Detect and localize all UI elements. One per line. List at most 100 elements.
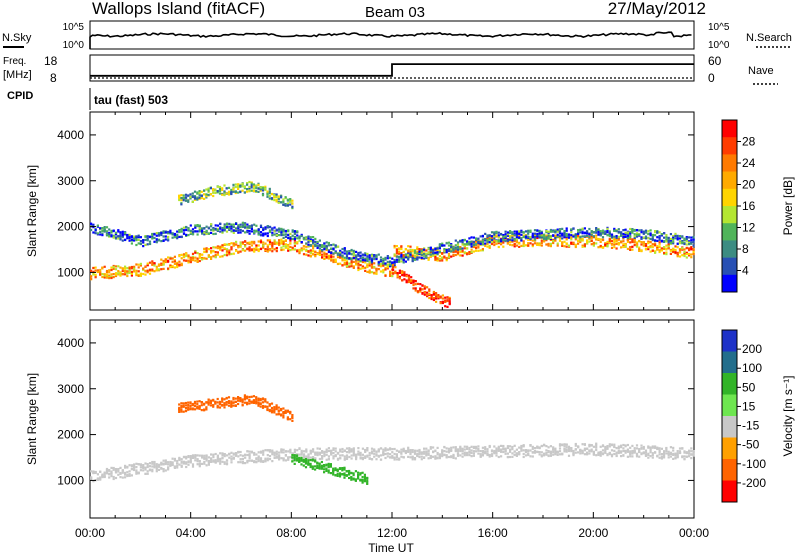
echo-cell — [592, 244, 595, 247]
echo-cell — [633, 244, 636, 247]
echo-cell — [393, 447, 396, 451]
echo-cell — [250, 230, 253, 233]
echo-cell — [484, 446, 487, 449]
echo-cell — [99, 268, 102, 272]
echo-cell — [343, 476, 346, 479]
echo-cell — [345, 447, 349, 450]
echo-cell — [563, 445, 566, 448]
echo-cell — [330, 452, 333, 455]
echo-cell — [667, 246, 670, 250]
echo-cell — [316, 246, 319, 249]
echo-cell — [214, 400, 217, 403]
echo-cell — [257, 460, 260, 463]
echo-cell — [615, 452, 618, 455]
echo-cell — [225, 187, 228, 190]
echo-cell — [302, 245, 306, 248]
echo-cell — [481, 451, 484, 454]
echo-cell — [660, 249, 663, 252]
echo-cell — [237, 397, 240, 400]
echo-cell — [325, 241, 328, 244]
echo-cell — [445, 447, 448, 450]
echo-cell — [275, 242, 278, 245]
echo-cell — [114, 236, 118, 239]
echo-cell — [198, 230, 201, 233]
echo-cell — [674, 251, 677, 254]
echo-cell — [506, 239, 509, 242]
echo-cell — [400, 260, 403, 263]
echo-cell — [410, 281, 413, 284]
echo-cell — [477, 237, 480, 240]
echo-cell — [375, 270, 378, 273]
echo-cell — [633, 233, 636, 236]
echo-cell — [241, 398, 244, 401]
echo-cell — [198, 224, 201, 227]
echo-cell — [595, 446, 598, 449]
echo-cell — [255, 396, 258, 399]
echo-cell — [216, 185, 219, 188]
echo-cell — [533, 242, 537, 245]
echo-cell — [511, 448, 514, 451]
echo-cell — [273, 410, 276, 413]
echo-cell — [447, 249, 451, 252]
echo-cell — [182, 259, 186, 262]
echo-cell — [647, 453, 650, 456]
echo-cell — [583, 453, 586, 456]
echo-cell — [312, 247, 315, 250]
echo-cell — [117, 468, 120, 471]
echo-cell — [205, 401, 208, 404]
echo-cell — [570, 238, 573, 241]
echo-cell — [119, 466, 122, 469]
echo-cell — [403, 271, 406, 274]
echo-cell — [284, 203, 287, 206]
echo-cell — [252, 187, 255, 190]
echo-cell — [336, 458, 340, 461]
echo-cell — [597, 231, 600, 234]
echo-cell — [101, 267, 104, 270]
echo-cell — [345, 456, 349, 459]
echo-cell — [193, 198, 197, 201]
echo-cell — [287, 237, 290, 240]
echo-cell — [540, 241, 543, 244]
echo-cell — [309, 456, 312, 459]
echo-cell — [248, 459, 251, 462]
echo-cell — [599, 232, 602, 235]
echo-cell — [509, 238, 512, 241]
x-tick-label: 04:00 — [176, 526, 206, 540]
echo-cell — [444, 300, 447, 303]
echo-cell — [436, 259, 439, 262]
echo-cell — [649, 229, 652, 232]
echo-cell — [162, 259, 165, 263]
echo-cell — [117, 270, 120, 273]
echo-cell — [187, 227, 190, 230]
echo-cell — [647, 240, 650, 243]
echo-cell — [420, 256, 423, 259]
y-tick-label: 3000 — [57, 174, 84, 188]
echo-cell — [436, 453, 439, 456]
echo-cell — [248, 230, 251, 233]
echo-cell — [160, 240, 163, 243]
echo-cell — [203, 462, 206, 465]
echo-cell — [638, 248, 641, 251]
echo-cell — [361, 254, 364, 257]
echo-cell — [552, 241, 555, 245]
echo-cell — [252, 185, 255, 188]
echo-cell — [173, 232, 176, 236]
echo-cell — [246, 226, 249, 229]
echo-cell — [434, 457, 437, 460]
echo-cell — [361, 478, 364, 481]
echo-cell — [151, 236, 154, 239]
echo-cell — [124, 233, 127, 236]
echo-cell — [182, 410, 185, 413]
echo-cell — [411, 455, 414, 458]
echo-cell — [212, 404, 215, 407]
echo-cell — [441, 294, 444, 297]
echo-cell — [683, 450, 686, 453]
echo-cell — [241, 229, 244, 233]
echo-cell — [538, 242, 541, 245]
echo-cell — [325, 247, 328, 250]
echo-cell — [490, 454, 494, 457]
echo-cell — [216, 460, 219, 463]
echo-cell — [94, 266, 97, 269]
velocity-echo-layer — [90, 394, 695, 485]
echo-cell — [257, 451, 260, 454]
